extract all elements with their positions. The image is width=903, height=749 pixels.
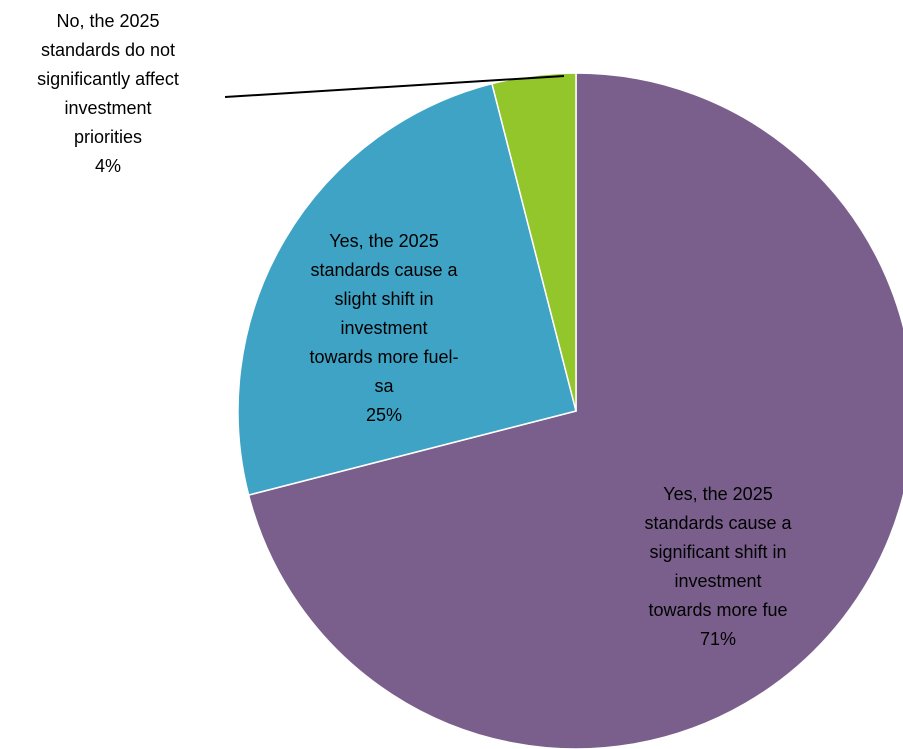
slice-label-slight-shift: Yes, the 2025 standards cause a slight shi…	[309, 231, 458, 425]
pie-slice-2	[237, 82, 577, 496]
pie-slice-1	[247, 72, 903, 749]
slice-label-line: standards do not	[41, 40, 175, 60]
pie-slices	[237, 72, 903, 749]
slice-label-line: investment	[340, 318, 427, 338]
slice-percent-label: 71%	[700, 629, 736, 649]
slice-label-line: investment	[674, 571, 761, 591]
slice-percent-label: 4%	[95, 156, 121, 176]
slice-label-line: towards more fue	[648, 600, 787, 620]
slice-label-line: Yes, the 2025	[663, 484, 772, 504]
slice-label-line: towards more fuel-	[309, 347, 458, 367]
slice-label-line: standards cause a	[310, 260, 458, 280]
slice-label-line: investment	[64, 98, 151, 118]
slice-label-line: No, the 2025	[56, 11, 159, 31]
slice-label-line: significantly affect	[37, 69, 179, 89]
pie-slice-3	[491, 72, 577, 412]
slice-label-line: slight shift in	[334, 289, 433, 309]
label-leader-line	[224, 75, 565, 98]
slice-label-line: sa	[374, 376, 394, 396]
slice-label-line: significant shift in	[649, 542, 786, 562]
slice-label-line: Yes, the 2025	[329, 231, 438, 251]
slice-label-no-effect: No, the 2025 standards do not significantl…	[37, 11, 179, 176]
slice-label-significant-shift: Yes, the 2025 standards cause a significan…	[644, 484, 792, 649]
slice-percent-label: 25%	[366, 405, 402, 425]
slice-label-line: standards cause a	[644, 513, 792, 533]
slice-label-line: priorities	[74, 127, 142, 147]
